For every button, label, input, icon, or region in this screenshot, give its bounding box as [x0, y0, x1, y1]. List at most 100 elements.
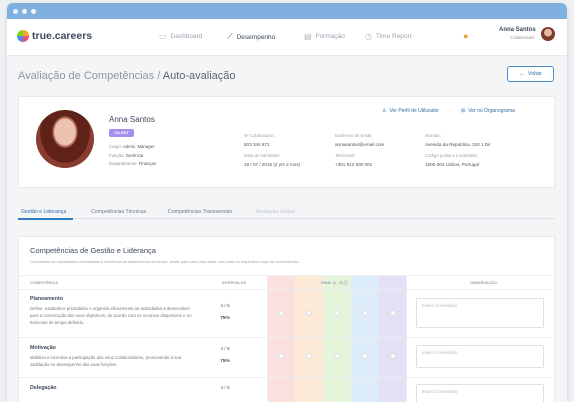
notification-bell-icon[interactable]: ●	[463, 31, 469, 41]
column-observation: OBSERVAÇÃO	[470, 281, 497, 285]
admission-date: 18 / 07 / 2016 (2 yrs 2 mos)	[244, 162, 301, 167]
comment-input[interactable]: Inserir Comentário	[416, 345, 544, 368]
email-value[interactable]: annasantos@email.com	[335, 142, 385, 147]
pnml-column-1	[267, 275, 295, 402]
table-row: Planeamento Define, estabelece prioridad…	[19, 290, 556, 338]
logo[interactable]: true.careers	[17, 30, 92, 42]
view-org-label: Ver no Organograma	[468, 108, 515, 114]
detail-departamento: Departamento: Finanças	[109, 160, 156, 169]
column-divider	[267, 275, 268, 402]
competence-description: Mobiliza e incentiva a participação dos …	[30, 355, 182, 367]
rating-radio-2[interactable]	[306, 310, 312, 316]
detail-value: Finanças	[138, 161, 157, 166]
book-icon: ▤	[304, 32, 312, 41]
talent-badge: TALENT	[109, 129, 134, 137]
section-description: Considerem-se capacidades necessárias à …	[30, 260, 300, 264]
column-pnml-label: PNML (1 - 5)	[321, 281, 343, 285]
detail-value: Admin. Manager	[122, 144, 155, 149]
nav-item-dashboard[interactable]: ▭ Dashboard	[159, 32, 202, 41]
detail-value: Gerência	[125, 152, 144, 158]
page-title-main: Avaliação de Competências /	[18, 70, 161, 82]
user-icon: ♙	[382, 108, 387, 114]
rating-radio-3[interactable]	[334, 353, 340, 359]
competence-panel: Competências de Gestão e Liderança Consi…	[18, 236, 556, 402]
nav-item-label: Time Report	[375, 33, 412, 40]
page-title: Avaliação de Competências / Auto-avaliaç…	[18, 70, 236, 82]
active-tab-indicator	[18, 218, 73, 220]
detail-label: Cargo:	[109, 144, 122, 149]
admission-date-label: Data de Admissão:	[244, 153, 281, 158]
view-org-chart-link[interactable]: ⊞ Ver no Organograma	[461, 108, 515, 114]
email-label: Endereço de Email:	[335, 133, 373, 138]
interval-score: 4 / 5	[220, 386, 230, 391]
app-window: true.careers ▭ Dashboard ⟋ Desempenho ▤ …	[7, 3, 567, 402]
tab-competencias-tecnicas[interactable]: Competências Técnicas	[91, 209, 147, 215]
rating-radio-3[interactable]	[334, 310, 340, 316]
back-button[interactable]: ← Voltar	[507, 66, 554, 82]
nav-item-desempenho[interactable]: ⟋ Desempenho	[227, 32, 275, 42]
monitor-icon: ▭	[159, 32, 167, 41]
detail-funcao: Função: Gerência	[109, 152, 156, 161]
rating-radio-2[interactable]	[306, 353, 312, 359]
profile-avatar	[36, 110, 94, 168]
competence-title: Planeamento	[30, 296, 63, 302]
window-dot	[13, 8, 18, 14]
detail-label: Departamento:	[109, 161, 138, 166]
window-dot	[22, 8, 27, 14]
rating-radio-4[interactable]	[362, 353, 368, 359]
page-title-sub: Auto-avaliação	[162, 70, 236, 82]
tab-competencias-transversais[interactable]: Competências Transversais	[168, 209, 233, 215]
rating-radio-4[interactable]	[362, 310, 368, 316]
zip-value: 1600-204 Lisboa, Portugal	[425, 162, 479, 167]
window-dot	[31, 8, 36, 14]
interval-score: 4 / 5	[220, 304, 230, 309]
interval-percent: 75%	[220, 359, 230, 364]
zip-label: Código postal e Localidade:	[425, 153, 479, 158]
nav-item-label: Formação	[315, 33, 345, 40]
table-row: Delegação 4 / 5 Inserir Comentário	[19, 378, 556, 402]
tab-gestao-lideranca[interactable]: Gestão e Liderança	[21, 209, 67, 215]
profile-details: Cargo: Admin. Manager Função: Gerência D…	[109, 143, 156, 169]
info-icon[interactable]: ⓘ	[343, 281, 348, 285]
phone-label: Telemóvel:	[335, 153, 356, 158]
user-menu[interactable]: Anna Santos Colaborador	[499, 27, 536, 40]
pnml-column-4	[351, 275, 379, 402]
logo-mark-icon	[17, 30, 29, 42]
nav-item-time-report[interactable]: ◷ Time Report	[365, 32, 412, 41]
back-button-label: Voltar	[527, 71, 542, 77]
interval-score: 4 / 5	[220, 347, 230, 352]
logo-text: true.careers	[32, 30, 93, 42]
org-chart-icon: ⊞	[461, 108, 466, 114]
competence-title: Delegação	[30, 385, 57, 391]
chart-line-icon: ⟋	[227, 32, 233, 41]
column-divider	[406, 275, 407, 402]
rating-radio-1[interactable]	[278, 353, 284, 359]
comment-input[interactable]: Inserir Comentário	[416, 298, 544, 328]
pnml-column-5	[379, 275, 407, 402]
phone-value: +351 912 000 001	[335, 162, 373, 167]
user-avatar[interactable]	[541, 27, 555, 41]
rating-radio-5[interactable]	[390, 353, 396, 359]
employee-number-label: Nº Colaborador:	[244, 133, 275, 138]
view-profile-link[interactable]: ♙ Ver Perfil de Utilizador	[382, 108, 439, 114]
table-header: COMPETÊNCIA INTERVALOS PNML (1 - 5) ⓘ OB…	[19, 275, 556, 290]
rating-radio-1[interactable]	[278, 310, 284, 316]
profile-card: Anna Santos TALENT Cargo: Admin. Manager…	[18, 96, 555, 188]
competence-description: Define, estabelece prioridades e organiz…	[30, 306, 192, 325]
nav-item-formacao[interactable]: ▤ Formação	[304, 32, 345, 41]
comment-input[interactable]: Inserir Comentário	[416, 384, 544, 402]
detail-label: Função:	[109, 152, 125, 158]
profile-name: Anna Santos	[109, 115, 155, 124]
interval-percent: 75%	[220, 316, 230, 321]
main-content: Avaliação de Competências / Auto-avaliaç…	[7, 56, 567, 402]
user-role: Colaborador	[510, 35, 535, 40]
user-name: Anna Santos	[499, 27, 536, 33]
employee-number: 503 344 872	[244, 142, 270, 147]
nav-item-label: Dashboard	[170, 33, 203, 40]
address-label: Morada:	[425, 133, 441, 138]
clock-icon: ◷	[365, 32, 372, 41]
window-titlebar	[7, 3, 567, 19]
column-pnml: PNML (1 - 5) ⓘ	[321, 281, 348, 286]
rating-radio-5[interactable]	[390, 310, 396, 316]
detail-cargo: Cargo: Admin. Manager	[109, 143, 156, 152]
